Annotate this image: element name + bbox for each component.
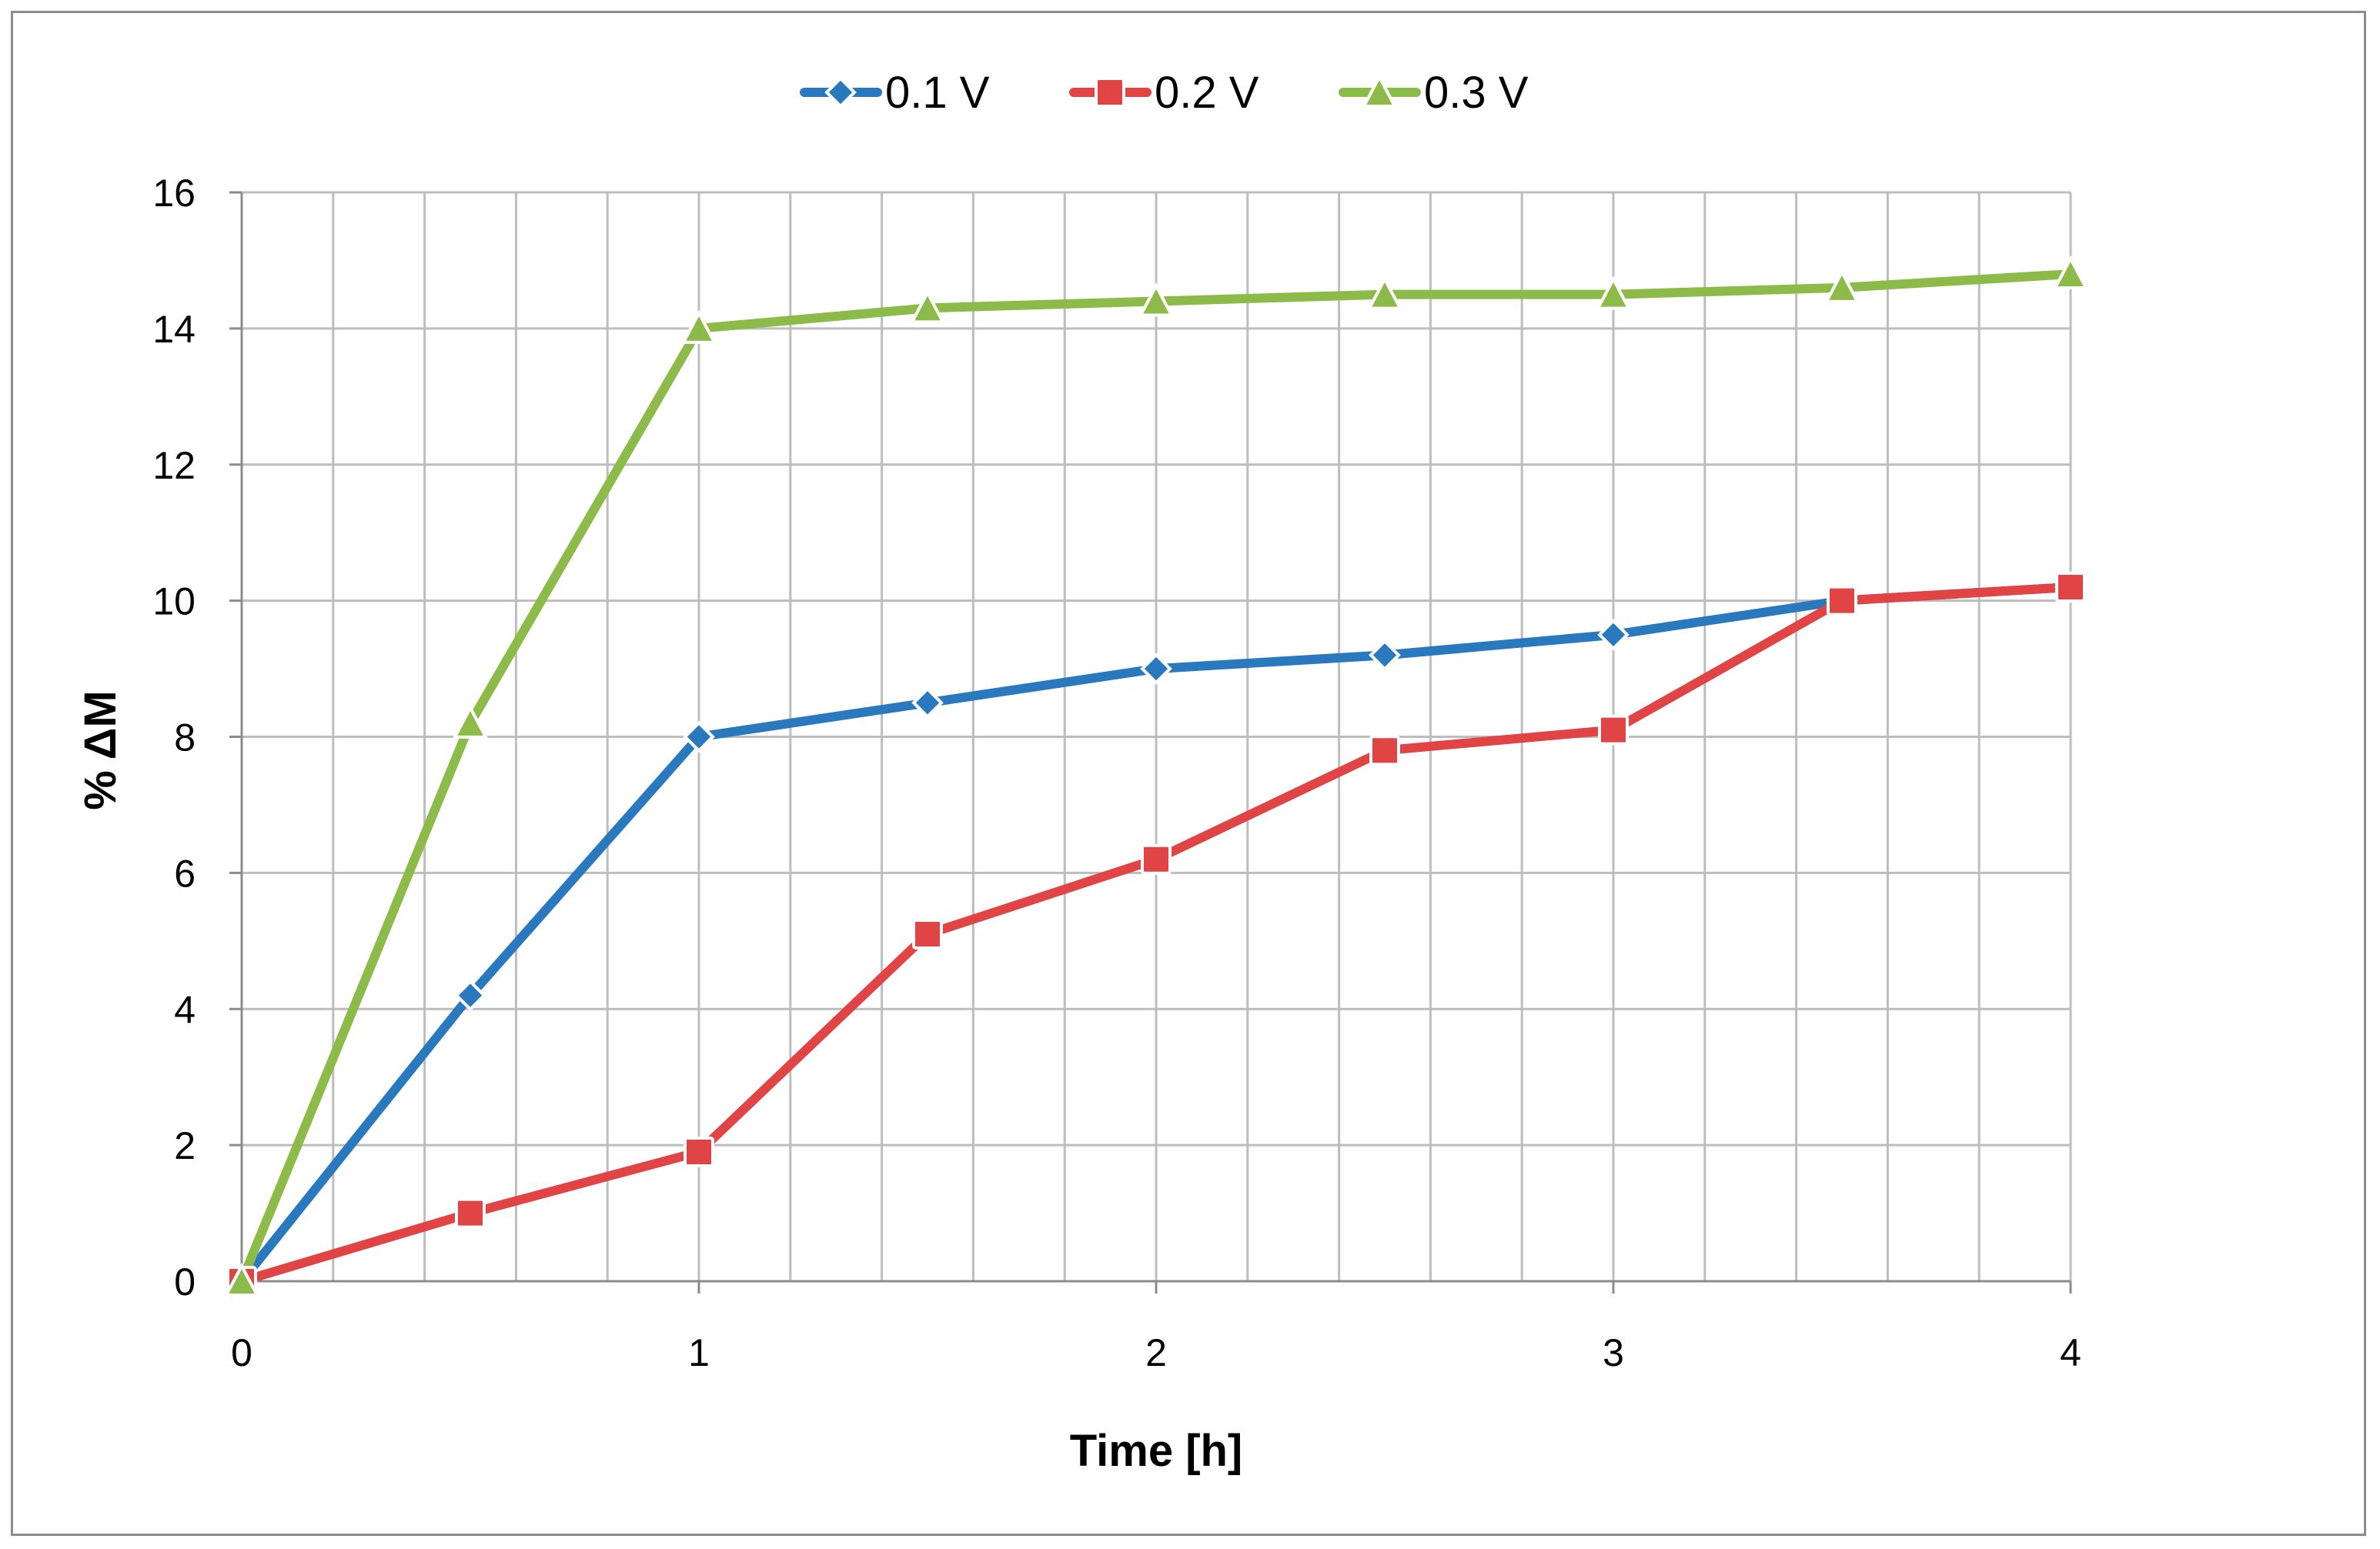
- legend-label-1: 0.1 V: [885, 68, 990, 118]
- x-tick-label: 1: [688, 1331, 710, 1374]
- x-tick-label: 0: [231, 1331, 252, 1374]
- series-2-point: [1369, 735, 1400, 766]
- series-2-point: [1598, 714, 1629, 746]
- series-1-point: [1140, 653, 1172, 685]
- y-tick-label: 0: [174, 1260, 196, 1304]
- legend-marker-3: [1361, 73, 1398, 108]
- x-axis-title: Time [h]: [1070, 1426, 1243, 1476]
- legend: 0.1 V 0.2 V 0.3 V: [800, 68, 1529, 118]
- series-1-point: [911, 686, 944, 719]
- y-tick-label: 2: [174, 1124, 196, 1167]
- series-2-point: [1141, 843, 1172, 875]
- series-3-point: [680, 309, 717, 344]
- series-2-point: [2055, 571, 2086, 603]
- x-tick-label: 2: [1145, 1331, 1167, 1374]
- y-tick-label: 14: [152, 308, 196, 351]
- x-tick-label: 4: [2060, 1331, 2081, 1374]
- y-axis-title: % ΔM: [75, 690, 125, 810]
- series-markers: [223, 255, 2089, 1297]
- series-1-point: [683, 720, 715, 753]
- x-tick-label: 3: [1603, 1331, 1624, 1374]
- series-1-point: [1597, 619, 1630, 651]
- series-1-point: [1369, 639, 1401, 672]
- axes: [229, 191, 2072, 1294]
- legend-marker-2: [1095, 77, 1125, 108]
- y-tick-label: 10: [152, 580, 196, 623]
- series-3-point: [452, 704, 489, 739]
- series-3-point: [909, 289, 946, 324]
- series-3-point: [1595, 275, 1632, 310]
- legend-label-2: 0.2 V: [1155, 68, 1259, 118]
- series-2-point: [1827, 585, 1857, 616]
- legend-label-3: 0.3 V: [1424, 68, 1529, 118]
- series-2-point: [912, 918, 943, 950]
- series-3-point: [223, 1262, 260, 1297]
- y-tick-label: 16: [152, 172, 196, 215]
- y-tick-label: 6: [174, 852, 196, 895]
- y-tick-label: 4: [174, 988, 196, 1031]
- series-3-point: [2052, 255, 2089, 290]
- y-tick-label: 8: [174, 716, 196, 759]
- series-1-point: [454, 979, 486, 1012]
- series-3-point: [1138, 282, 1175, 317]
- y-tick-label: 12: [152, 444, 196, 487]
- legend-marker-1: [824, 76, 857, 108]
- grid-lines: [242, 191, 2072, 1281]
- series-2-point: [455, 1197, 486, 1229]
- series-3-point: [1366, 275, 1403, 310]
- series-3-point: [1823, 269, 1860, 303]
- series-2-point: [684, 1136, 714, 1167]
